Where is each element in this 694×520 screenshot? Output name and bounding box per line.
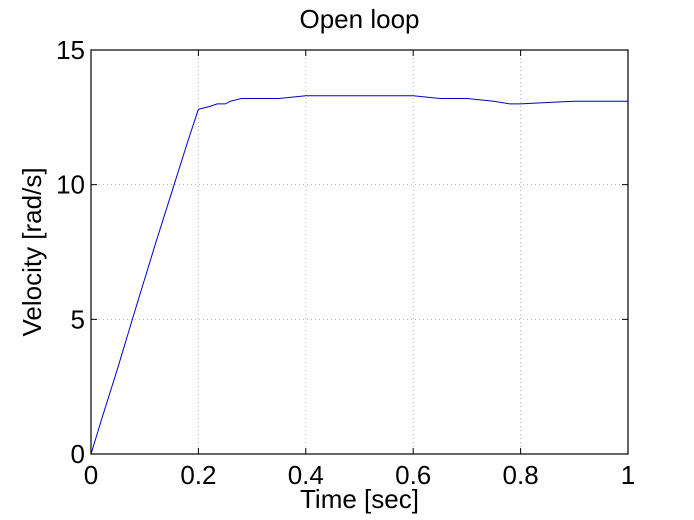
chart-title: Open loop (300, 4, 420, 34)
velocity-series-line (90, 95, 628, 455)
y-tick-label: 0 (71, 439, 85, 469)
x-tick-label: 0 (84, 460, 98, 490)
y-tick-label: 5 (71, 304, 85, 334)
grid (91, 50, 628, 454)
x-tick-label: 0.6 (395, 460, 431, 490)
x-tick-label: 1 (621, 460, 635, 490)
axes-box (90, 49, 629, 455)
y-axis-label: Velocity [rad/s] (17, 167, 47, 336)
x-tick-label: 0.8 (503, 460, 539, 490)
y-tick-label: 10 (56, 170, 85, 200)
x-axis-label: Time [sec] (300, 484, 419, 514)
x-tick-label: 0.4 (288, 460, 324, 490)
y-tick-label: 15 (56, 35, 85, 65)
plot-area (90, 95, 628, 455)
x-tick-label: 0.2 (180, 460, 216, 490)
